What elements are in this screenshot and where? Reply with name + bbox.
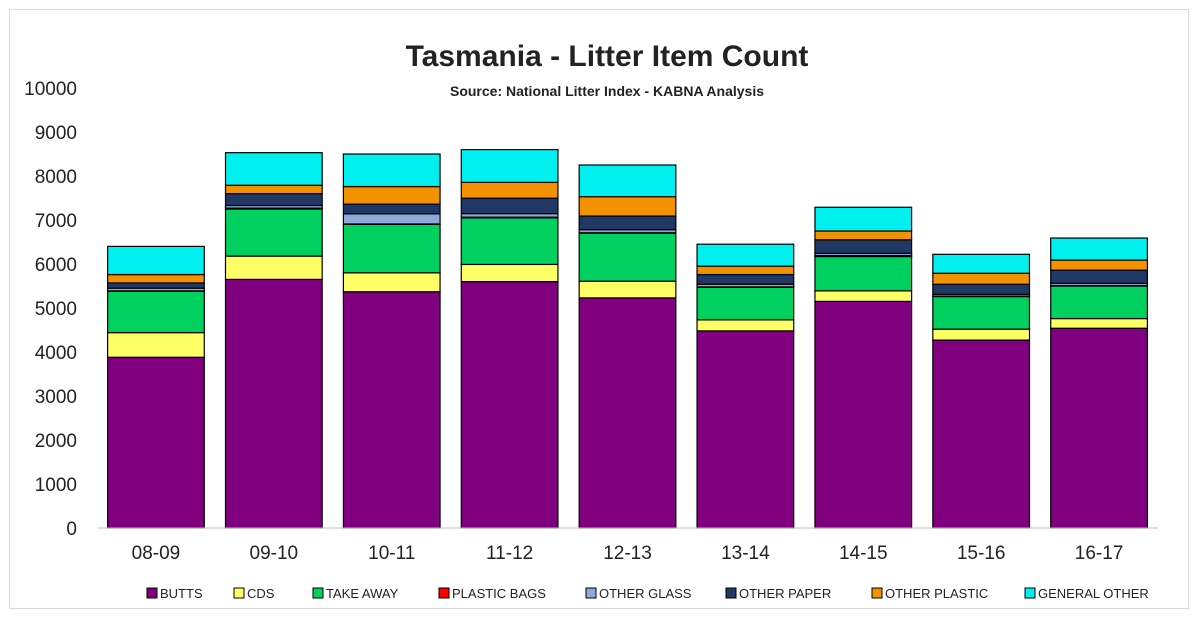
bar-segment-general-other [342, 153, 441, 188]
bar-segment-butts [107, 356, 205, 529]
bar-segment-other-paper [460, 197, 559, 215]
legend-label: PLASTIC BAGS [452, 586, 546, 601]
bar-segment-butts [460, 281, 559, 529]
bar-segment-other-paper [342, 203, 441, 215]
legend-label: OTHER PAPER [739, 586, 831, 601]
bar-segment-butts [224, 278, 323, 529]
y-tick-label: 10000 [24, 79, 77, 100]
bar-segment-other-paper [107, 282, 205, 289]
legend-label: CDS [247, 586, 275, 601]
legend-label: BUTTS [160, 586, 203, 601]
x-tick-label: 08-09 [132, 543, 181, 564]
bar-segment-cds [224, 255, 323, 280]
bar-segment-take-away [460, 217, 559, 266]
x-tick-label: 11-12 [486, 543, 533, 564]
bar-segment-cds [814, 290, 913, 302]
x-tick-label: 16-17 [1075, 543, 1124, 564]
bar-segment-take-away [107, 290, 205, 334]
x-tick-label: 14-15 [839, 543, 888, 564]
bar-segment-butts [814, 300, 913, 529]
x-tick-label: 13-14 [721, 543, 770, 564]
bar-segment-general-other [696, 243, 795, 267]
legend-swatch-cds [233, 587, 245, 599]
legend-label: GENERAL OTHER [1038, 586, 1149, 601]
bar-segment-take-away [342, 223, 441, 274]
y-tick-label: 8000 [35, 167, 77, 188]
bar-segment-butts [342, 291, 441, 529]
legend-label: OTHER GLASS [599, 586, 692, 601]
y-tick-label: 5000 [35, 299, 77, 320]
x-tick-label: 12-13 [603, 543, 652, 564]
y-tick-label: 2000 [35, 431, 77, 452]
bar-segment-other-plastic [224, 184, 323, 195]
bar-segment-butts [578, 297, 677, 529]
x-axis-ticks: 08-09 09-10 10-11 11-12 12-13 13-14 14-15 15-16… [132, 543, 1124, 564]
legend-swatch-plastic-bags [438, 587, 450, 599]
bar-segment-other-plastic [932, 272, 1031, 285]
bar-segment-butts [696, 330, 795, 529]
chart-subtitle: Source: National Litter Index - KABNA An… [450, 83, 764, 99]
bar-segment-other-plastic [107, 273, 205, 284]
x-tick-label: 15-16 [957, 543, 1006, 564]
bar-segment-other-paper [932, 283, 1031, 295]
bar-segment-other-paper [696, 273, 795, 285]
legend-label: TAKE AWAY [326, 586, 399, 601]
bar-segment-other-paper [578, 215, 677, 231]
bar-segment-general-other [578, 164, 677, 198]
legend-swatch-butts [146, 587, 158, 599]
bar-segment-take-away [696, 286, 795, 321]
y-tick-label: 1000 [35, 475, 77, 496]
bar-segment-other-plastic [578, 196, 677, 217]
y-tick-label: 6000 [35, 255, 77, 276]
bar-segment-other-paper [1050, 269, 1148, 284]
legend-swatch-other-plastic [871, 587, 883, 599]
bar-segment-take-away [578, 232, 677, 282]
bar-segment-take-away [814, 255, 913, 292]
bar-segment-cds [342, 272, 441, 293]
x-tick-label: 09-10 [250, 543, 299, 564]
bar-segment-other-plastic [696, 265, 795, 276]
bar-segment-general-other [107, 245, 205, 276]
y-tick-label: 9000 [35, 123, 77, 144]
chart-title: Tasmania - Litter Item Count [406, 40, 809, 73]
bar-segment-butts [932, 339, 1031, 529]
bar-segment-other-glass [342, 213, 441, 225]
bar-segment-other-plastic [342, 185, 441, 205]
legend-label: OTHER PLASTIC [885, 586, 988, 601]
bar-segment-cds [1050, 317, 1148, 329]
bar-segment-general-other [224, 152, 323, 186]
bar-segment-cds [460, 263, 559, 283]
bar-segment-general-other [814, 206, 913, 232]
bar-segment-other-plastic [1050, 259, 1148, 271]
bar-segment-other-paper [814, 239, 913, 255]
legend-swatch-general-other [1024, 587, 1036, 599]
bar-segment-general-other [932, 253, 1031, 274]
legend-swatch-other-glass [585, 587, 597, 599]
bar-segment-cds [578, 280, 677, 299]
y-axis-ticks: 0 1000 2000 3000 4000 5000 6000 7000 8000 9000 100… [24, 79, 77, 540]
y-tick-label: 3000 [35, 387, 77, 408]
bar-segment-cds [696, 319, 795, 332]
bar-segment-cds [107, 332, 205, 358]
bar-segment-cds [932, 328, 1031, 341]
legend-swatch-take-away [312, 587, 324, 599]
bar-segment-other-plastic [814, 230, 913, 241]
bar-segment-butts [1050, 327, 1148, 529]
bar-segment-other-paper [224, 193, 323, 207]
x-tick-label: 10-11 [368, 543, 415, 564]
bar-segment-general-other [460, 149, 559, 183]
legend: BUTTS CDS TAKE AWAY PLASTIC BAGS OTHER GLASS… [146, 586, 1149, 601]
bar-segment-take-away [224, 208, 323, 257]
bar-segment-other-plastic [460, 181, 559, 199]
bar-segment-take-away [1050, 285, 1148, 320]
y-tick-label: 4000 [35, 343, 77, 364]
y-tick-label: 7000 [35, 211, 77, 232]
bar-segment-general-other [1050, 237, 1148, 261]
bars [107, 149, 1148, 529]
bar-segment-take-away [932, 295, 1031, 330]
legend-swatch-other-paper [725, 587, 737, 599]
y-tick-label: 0 [66, 519, 77, 540]
